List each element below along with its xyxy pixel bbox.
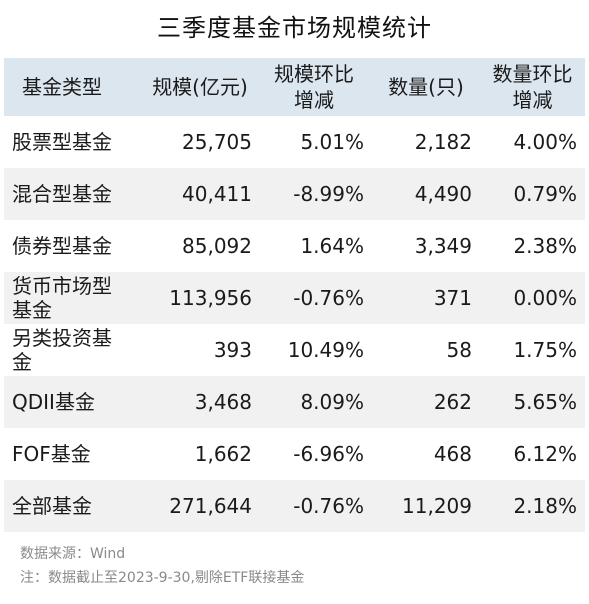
- cell-scale-change: 10.49%: [287, 338, 364, 362]
- cell-scale: 271,644: [169, 494, 252, 518]
- cell-count-change: 1.75%: [513, 338, 577, 362]
- table-row: 股票型基金 25,705 5.01% 2,182 4.00%: [4, 116, 585, 168]
- cell-scale: 85,092: [182, 234, 252, 258]
- header-fund-type-label: 基金类型: [22, 75, 102, 99]
- table-body: 股票型基金 25,705 5.01% 2,182 4.00% 混合型基金 40,…: [4, 116, 585, 532]
- cell-count-change: 0.00%: [513, 286, 577, 310]
- table-row: 货币市场型基金 113,956 -0.76% 371 0.00%: [4, 272, 585, 324]
- header-scale-change: 规模环比 增减: [260, 58, 372, 116]
- cell-count-change: 2.18%: [513, 494, 577, 518]
- cell-scale-change: -8.99%: [293, 182, 364, 206]
- page-title: 三季度基金市场规模统计: [157, 14, 432, 42]
- header-count-label: 数量(只): [388, 75, 464, 99]
- cell-scale-change: -6.96%: [293, 442, 364, 466]
- cell-scale-change: 5.01%: [300, 130, 364, 154]
- cell-scale-change: 1.64%: [300, 234, 364, 258]
- data-source-note: 数据来源：Wind: [20, 546, 126, 562]
- cell-scale-change: -0.76%: [293, 286, 364, 310]
- header-count: 数量(只): [372, 58, 480, 116]
- header-scale: 规模(亿元): [136, 58, 260, 116]
- table-row: 债券型基金 85,092 1.64% 3,349 2.38%: [4, 220, 585, 272]
- cell-scale: 3,468: [194, 390, 252, 414]
- table-row: 另类投资基金 393 10.49% 58 1.75%: [4, 324, 585, 376]
- cell-scale: 1,662: [194, 442, 252, 466]
- cell-fund-type: 全部基金: [12, 494, 92, 518]
- fund-scale-table: 基金类型 规模(亿元) 规模环比 增减 数量(只) 数量环比 增减 股票型基金 …: [4, 58, 585, 532]
- cell-count: 4,490: [414, 182, 472, 206]
- cell-count-change: 0.79%: [513, 182, 577, 206]
- cell-count: 371: [433, 286, 472, 310]
- cell-scale: 40,411: [182, 182, 252, 206]
- table-row: FOF基金 1,662 -6.96% 468 6.12%: [4, 428, 585, 480]
- header-scale-change-line1: 规模环比: [274, 62, 354, 86]
- cell-count: 58: [446, 338, 472, 362]
- cell-count: 3,349: [414, 234, 472, 258]
- cell-scale: 113,956: [169, 286, 252, 310]
- cell-fund-type: 另类投资基金: [12, 326, 112, 374]
- cell-count: 262: [433, 390, 472, 414]
- cell-fund-type: 货币市场型基金: [12, 274, 112, 322]
- header-count-change-line2: 增减: [512, 88, 553, 112]
- header-fund-type: 基金类型: [4, 58, 136, 116]
- cell-count: 2,182: [414, 130, 472, 154]
- table-row: QDII基金 3,468 8.09% 262 5.65%: [4, 376, 585, 428]
- table-row: 全部基金 271,644 -0.76% 11,209 2.18%: [4, 480, 585, 532]
- cell-count-change: 2.38%: [513, 234, 577, 258]
- cell-scale-change: 8.09%: [300, 390, 364, 414]
- header-count-change-line1: 数量环比: [492, 62, 573, 86]
- cell-count-change: 6.12%: [513, 442, 577, 466]
- cell-fund-type: 混合型基金: [12, 182, 112, 206]
- header-scale-label: 规模(亿元): [152, 75, 248, 99]
- cell-scale-change: -0.76%: [293, 494, 364, 518]
- cell-fund-type: 股票型基金: [12, 130, 112, 154]
- cell-fund-type: 债券型基金: [12, 234, 112, 258]
- cell-count-change: 5.65%: [513, 390, 577, 414]
- table-row: 混合型基金 40,411 -8.99% 4,490 0.79%: [4, 168, 585, 220]
- cell-count-change: 4.00%: [513, 130, 577, 154]
- table-header: 基金类型 规模(亿元) 规模环比 增减 数量(只) 数量环比 增减: [4, 58, 585, 116]
- header-scale-change-line2: 增减: [294, 88, 334, 112]
- cell-count: 468: [433, 442, 472, 466]
- cell-fund-type: QDII基金: [12, 390, 95, 414]
- cell-scale: 25,705: [182, 130, 252, 154]
- cell-fund-type: FOF基金: [12, 442, 91, 466]
- footnote: 注：数据截止至2023-9-30,剔除ETF联接基金: [20, 570, 305, 586]
- header-row: 基金类型 规模(亿元) 规模环比 增减 数量(只) 数量环比 增减: [4, 58, 585, 116]
- cell-count: 11,209: [402, 494, 472, 518]
- header-count-change: 数量环比 增减: [480, 58, 585, 116]
- cell-scale: 393: [213, 338, 252, 362]
